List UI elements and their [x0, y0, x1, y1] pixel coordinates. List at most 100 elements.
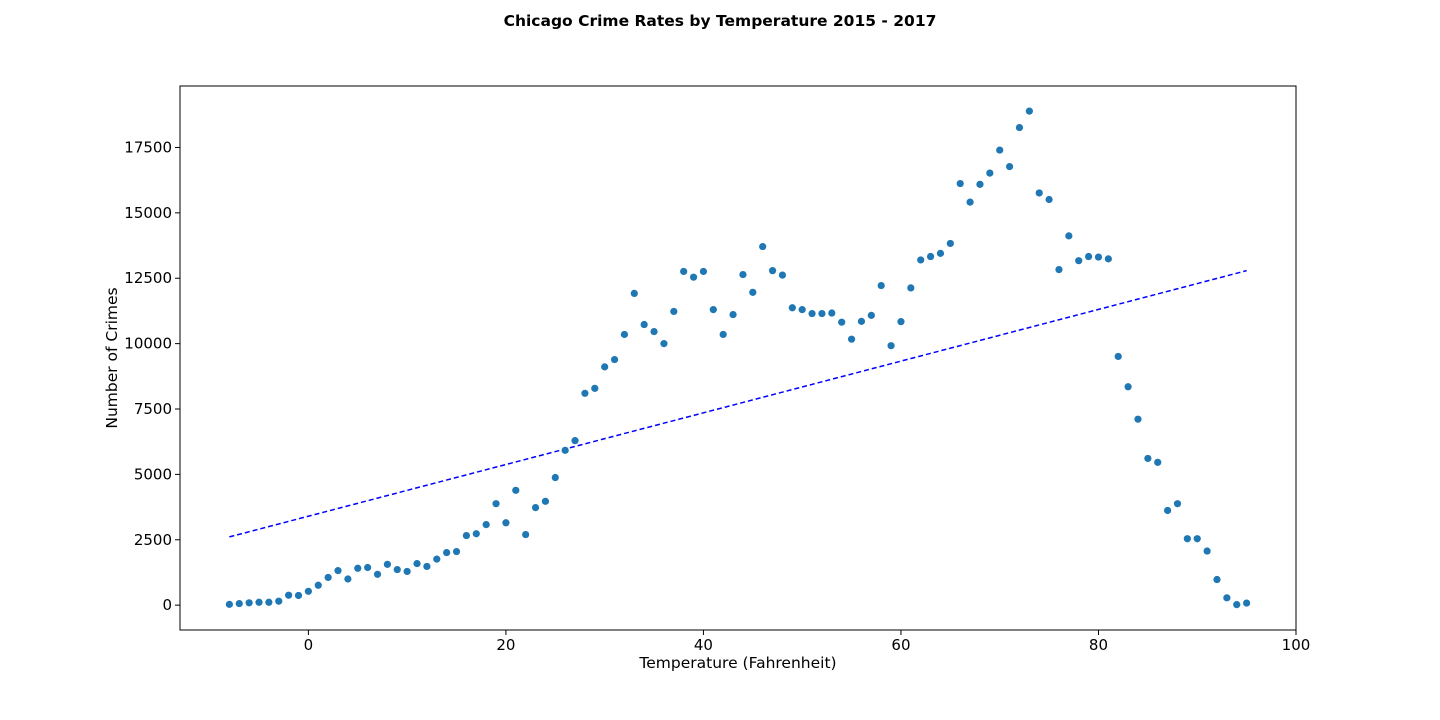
data-point	[452, 547, 461, 556]
data-point	[877, 281, 885, 290]
data-point	[364, 563, 372, 572]
data-point	[1124, 383, 1132, 391]
data-point	[601, 363, 609, 371]
data-point	[541, 497, 550, 505]
data-point	[857, 317, 866, 325]
data-point	[393, 565, 401, 574]
data-point	[798, 306, 806, 314]
data-point	[354, 564, 362, 572]
data-point	[986, 169, 994, 177]
chart-title: Chicago Crime Rates by Temperature 2015 …	[504, 12, 937, 30]
y-tick-label: 7500	[134, 400, 172, 418]
data-point	[1005, 162, 1014, 171]
data-point	[314, 581, 322, 589]
data-point	[1213, 575, 1221, 584]
data-point	[709, 306, 717, 314]
data-point	[413, 559, 421, 568]
data-point	[729, 310, 737, 319]
data-point	[1025, 107, 1033, 115]
data-point	[887, 342, 895, 350]
data-point	[966, 198, 974, 206]
data-point	[1203, 547, 1211, 555]
data-point	[373, 570, 382, 578]
data-point	[778, 271, 787, 279]
data-point	[640, 320, 648, 329]
data-point	[818, 309, 826, 318]
x-tick-label: 60	[891, 636, 910, 654]
axes: 0 20 40 60 80 100 0 2500 5000 7500 10000 12500 15000…	[124, 85, 1311, 654]
y-tick-label: 12500	[124, 269, 172, 287]
y-tick-label: 5000	[134, 465, 172, 483]
data-point	[423, 562, 431, 571]
data-point	[294, 591, 303, 600]
data-point	[334, 567, 342, 575]
data-point	[719, 330, 727, 339]
data-point	[1154, 458, 1162, 466]
data-point	[265, 598, 273, 606]
x-axis-label: Temperature (Fahrenheit)	[638, 654, 836, 672]
data-point	[1045, 195, 1053, 204]
data-point	[1015, 123, 1024, 132]
data-point	[235, 599, 243, 608]
data-point	[1173, 500, 1182, 508]
data-point	[581, 389, 589, 397]
data-point	[275, 597, 283, 605]
y-tick-label: 15000	[124, 204, 172, 222]
data-point	[936, 249, 945, 257]
data-point	[482, 521, 490, 529]
data-point	[1085, 252, 1093, 261]
x-tick-label: 0	[304, 636, 314, 654]
x-tick-label: 20	[496, 636, 515, 654]
data-point	[492, 500, 500, 508]
data-point	[472, 530, 480, 538]
data-point	[324, 573, 332, 582]
data-point	[788, 304, 796, 312]
data-point	[1183, 535, 1191, 543]
data-point	[917, 256, 925, 264]
data-point	[828, 309, 836, 317]
data-point	[680, 267, 688, 276]
data-point	[443, 548, 451, 557]
data-point	[561, 446, 569, 454]
data-point	[956, 179, 964, 188]
data-point	[1144, 454, 1152, 463]
x-tick-label: 40	[694, 636, 713, 654]
data-point	[1134, 415, 1142, 423]
data-point	[1223, 594, 1231, 602]
data-point	[689, 273, 698, 281]
data-point	[403, 567, 411, 576]
data-point	[650, 327, 658, 336]
y-tick-label: 10000	[124, 335, 172, 353]
data-point	[897, 318, 905, 326]
data-point	[1164, 506, 1172, 515]
data-point	[946, 239, 954, 248]
data-point	[1055, 266, 1063, 274]
data-point	[591, 384, 599, 392]
y-axis-label: Number of Crimes	[103, 287, 121, 428]
data-point	[225, 600, 233, 608]
data-point	[670, 307, 678, 316]
data-point	[907, 284, 915, 292]
y-tick-label: 0	[162, 596, 172, 614]
data-point	[1233, 601, 1241, 609]
data-point	[1094, 253, 1103, 261]
data-point	[838, 318, 846, 326]
data-point	[522, 530, 530, 539]
data-point	[1114, 352, 1122, 361]
data-point	[1243, 599, 1251, 607]
plot-area	[225, 107, 1251, 609]
data-point	[660, 340, 668, 348]
data-point	[304, 587, 312, 595]
data-point	[976, 180, 984, 188]
x-tick-label: 80	[1089, 636, 1108, 654]
data-point	[847, 335, 856, 343]
data-point	[245, 599, 253, 607]
data-point	[630, 289, 638, 297]
data-point	[808, 309, 816, 318]
x-tick-label: 100	[1282, 636, 1311, 654]
data-point	[531, 504, 540, 512]
data-point	[551, 473, 559, 482]
data-point	[926, 252, 935, 261]
y-tick-label: 2500	[134, 531, 172, 549]
data-point	[433, 555, 441, 563]
